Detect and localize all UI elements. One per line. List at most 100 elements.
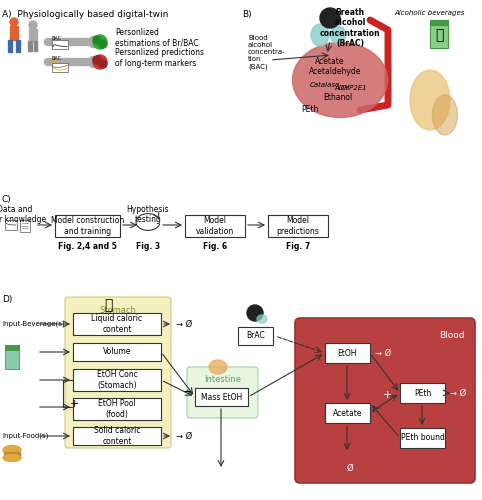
- Text: BrAC: BrAC: [246, 332, 265, 340]
- Text: Ethanol: Ethanol: [323, 94, 353, 102]
- Text: A)  Physiologically based digital-twin: A) Physiologically based digital-twin: [2, 10, 168, 19]
- Circle shape: [93, 35, 107, 49]
- FancyBboxPatch shape: [55, 215, 120, 237]
- Bar: [29, 29, 37, 41]
- Text: BAC: BAC: [52, 56, 62, 61]
- FancyBboxPatch shape: [73, 427, 161, 445]
- Text: PEth bound: PEth bound: [401, 434, 444, 442]
- Text: 🪄: 🪄: [104, 298, 112, 312]
- FancyBboxPatch shape: [65, 297, 171, 448]
- Text: Breath
alcohol
concentration
(BrAC): Breath alcohol concentration (BrAC): [320, 8, 380, 48]
- Text: Fig. 7: Fig. 7: [286, 242, 310, 251]
- Text: Solid caloric
content: Solid caloric content: [94, 426, 140, 446]
- FancyBboxPatch shape: [325, 403, 370, 423]
- Text: 🍺: 🍺: [435, 28, 443, 42]
- Text: PEth: PEth: [414, 388, 431, 398]
- Bar: [52, 63, 68, 72]
- Text: Acetate: Acetate: [315, 58, 345, 66]
- Ellipse shape: [432, 95, 457, 135]
- Bar: [430, 20, 448, 25]
- Bar: [20, 220, 30, 232]
- Bar: [10, 26, 18, 40]
- Ellipse shape: [257, 315, 267, 323]
- Text: PEth: PEth: [301, 106, 319, 114]
- Text: D): D): [2, 295, 13, 304]
- Text: Alcoholic beverages: Alcoholic beverages: [395, 10, 465, 16]
- FancyBboxPatch shape: [268, 215, 328, 237]
- Text: EtOH: EtOH: [338, 348, 357, 358]
- Text: Blood: Blood: [440, 331, 465, 340]
- Text: Ø: Ø: [347, 464, 353, 472]
- Text: Model construction
and training: Model construction and training: [51, 216, 124, 236]
- Text: Acetaldehyde: Acetaldehyde: [309, 68, 361, 76]
- Text: Catalase: Catalase: [310, 82, 340, 88]
- FancyBboxPatch shape: [185, 215, 245, 237]
- FancyBboxPatch shape: [325, 343, 370, 363]
- Text: Model
predictions: Model predictions: [277, 216, 320, 236]
- FancyBboxPatch shape: [400, 428, 445, 448]
- FancyBboxPatch shape: [400, 383, 445, 403]
- Text: → Ø: → Ø: [375, 348, 391, 358]
- Bar: [5, 345, 19, 350]
- Circle shape: [247, 305, 263, 321]
- Circle shape: [93, 55, 107, 69]
- Bar: [5, 345, 19, 369]
- Text: B): B): [242, 10, 252, 19]
- Text: Stomach: Stomach: [100, 306, 136, 315]
- FancyBboxPatch shape: [73, 313, 161, 335]
- Ellipse shape: [3, 454, 21, 462]
- Circle shape: [320, 8, 340, 28]
- Bar: [4, 455, 20, 458]
- Text: Volume: Volume: [103, 348, 131, 356]
- Bar: [34, 41, 37, 51]
- Circle shape: [99, 60, 107, 68]
- Circle shape: [29, 21, 37, 29]
- Text: Model
validation: Model validation: [196, 216, 234, 236]
- Ellipse shape: [3, 446, 21, 454]
- Text: Hypothesis
testing: Hypothesis testing: [127, 205, 169, 225]
- Text: Data and
prior knowledge: Data and prior knowledge: [0, 205, 46, 225]
- Text: → Ø: → Ø: [176, 320, 192, 328]
- Text: → Ø: → Ø: [176, 432, 192, 440]
- Bar: [16, 40, 20, 52]
- Text: ADH: ADH: [335, 85, 349, 91]
- FancyBboxPatch shape: [295, 318, 475, 483]
- Bar: [52, 40, 68, 48]
- Ellipse shape: [410, 70, 450, 130]
- Text: −: −: [183, 387, 192, 397]
- Bar: [28, 41, 31, 51]
- FancyBboxPatch shape: [187, 367, 258, 418]
- Text: CYP2E1: CYP2E1: [341, 85, 367, 91]
- Ellipse shape: [331, 26, 346, 44]
- Text: Mass EtOH: Mass EtOH: [201, 392, 242, 402]
- Circle shape: [93, 56, 101, 64]
- Text: Acetate: Acetate: [333, 408, 362, 418]
- Text: Input-Beverage(s): Input-Beverage(s): [2, 321, 65, 327]
- Bar: [4, 452, 20, 457]
- Circle shape: [93, 36, 101, 44]
- Text: Intestine: Intestine: [204, 375, 241, 384]
- Text: Personlized
estimations of Br/BAC: Personlized estimations of Br/BAC: [115, 28, 199, 48]
- FancyBboxPatch shape: [238, 327, 273, 345]
- Text: PEth: PEth: [52, 60, 63, 64]
- Text: BAC: BAC: [52, 36, 62, 41]
- Bar: [430, 20, 448, 48]
- Ellipse shape: [293, 42, 388, 117]
- Circle shape: [10, 18, 18, 26]
- FancyBboxPatch shape: [195, 388, 248, 406]
- Text: EtOH Pool
(food): EtOH Pool (food): [98, 400, 136, 418]
- Text: C): C): [2, 195, 12, 204]
- Circle shape: [99, 40, 107, 48]
- Text: Fig. 6: Fig. 6: [203, 242, 227, 251]
- Text: Personlized predictions
of long-term markers: Personlized predictions of long-term mar…: [115, 48, 204, 68]
- Text: EtOH Conc
(Stomach): EtOH Conc (Stomach): [96, 370, 137, 390]
- Text: → Ø: → Ø: [450, 388, 466, 398]
- Text: Fig. 2,4 and 5: Fig. 2,4 and 5: [57, 242, 117, 251]
- Text: Blood
alcohol
concentra-
tion
(BAC): Blood alcohol concentra- tion (BAC): [248, 35, 286, 70]
- Bar: [5, 220, 17, 230]
- Bar: [8, 40, 12, 52]
- Ellipse shape: [209, 360, 227, 374]
- Text: +: +: [383, 390, 392, 400]
- Text: Fig. 3: Fig. 3: [136, 242, 160, 251]
- Ellipse shape: [311, 24, 329, 46]
